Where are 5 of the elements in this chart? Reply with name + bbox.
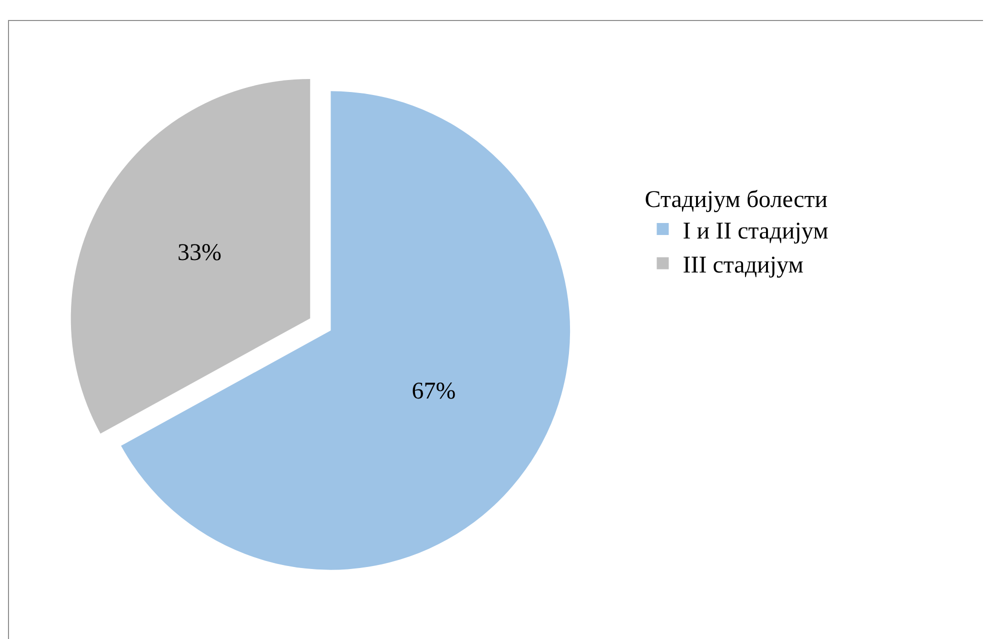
data-label: 67% (412, 378, 456, 404)
data-label: 33% (177, 240, 222, 266)
legend-label: I и II стадијум (682, 218, 828, 244)
legend-label: III стадијум (682, 252, 804, 279)
legend-title: Стадијум болести (644, 186, 828, 213)
